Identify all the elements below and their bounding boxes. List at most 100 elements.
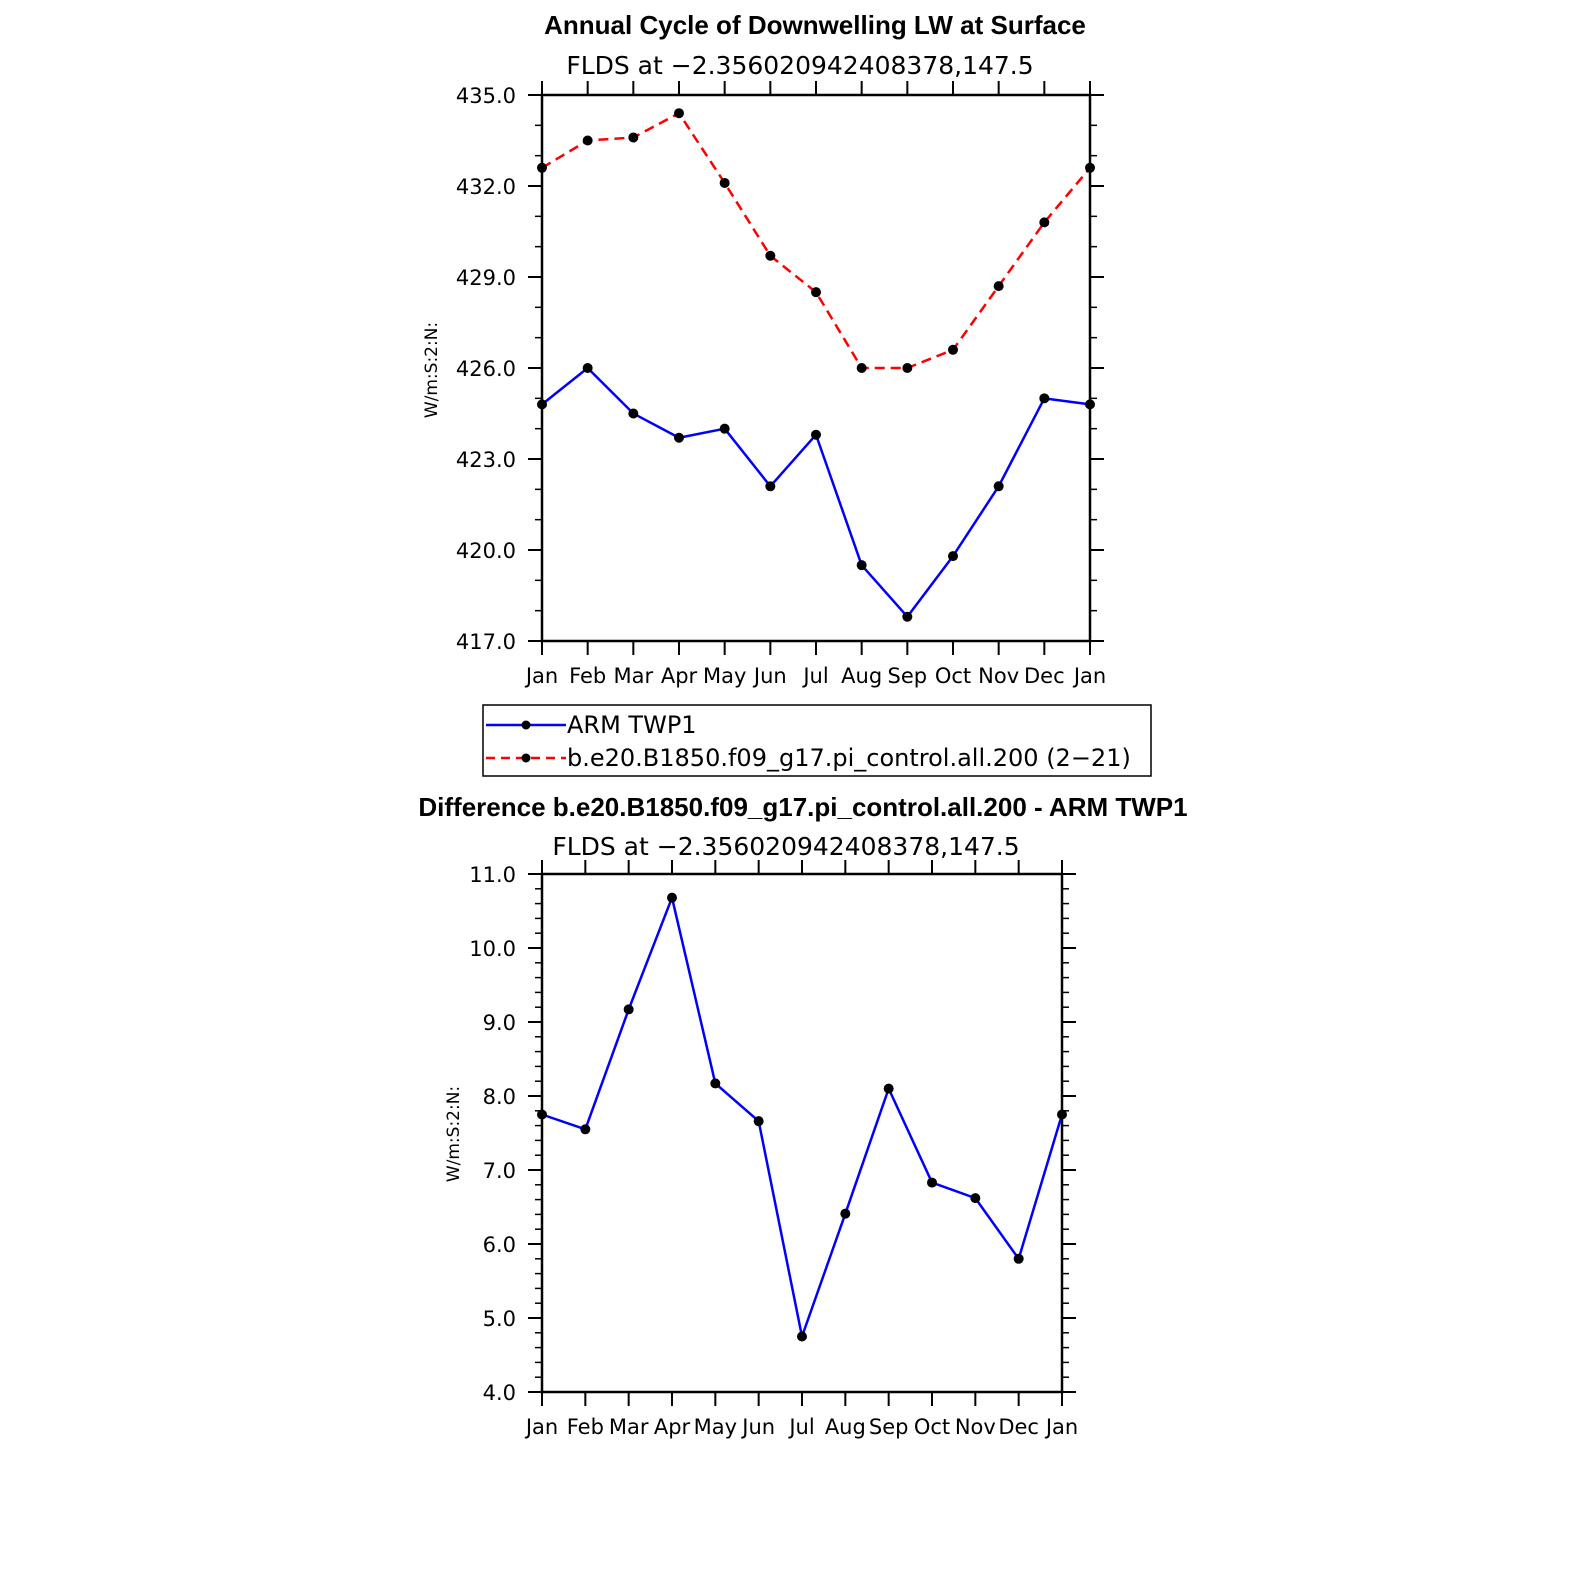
series-line (541, 366, 1091, 618)
x-tick-label: Dec (1024, 664, 1065, 688)
x-tick-label: Feb (567, 1415, 604, 1439)
data-point (840, 1208, 851, 1219)
x-tick-label: Sep (869, 1415, 909, 1439)
x-tick-label: Nov (955, 1415, 996, 1439)
data-point (765, 481, 776, 492)
chart-title: Annual Cycle of Downwelling LW at Surfac… (544, 10, 1086, 40)
y-tick-label: 9.0 (483, 1011, 516, 1035)
x-tick-label: May (694, 1415, 737, 1439)
y-tick-label: 11.0 (469, 863, 516, 887)
y-axis-label: W/m:S:2:N: (444, 1086, 464, 1182)
y-tick-label: 5.0 (483, 1307, 516, 1331)
data-point (623, 1004, 634, 1015)
x-tick-label: Oct (935, 664, 971, 688)
series-line (541, 111, 1091, 370)
data-point (537, 399, 547, 410)
data-point (811, 287, 821, 298)
y-tick-label: 8.0 (483, 1085, 516, 1109)
x-tick-label: Jul (787, 1415, 814, 1439)
x-tick-label: Feb (569, 664, 606, 688)
y-tick-label: 10.0 (469, 937, 516, 961)
data-point (948, 551, 958, 562)
data-point (580, 1124, 591, 1135)
y-tick-label: 4.0 (483, 1381, 516, 1405)
data-point (667, 892, 677, 903)
data-point (902, 611, 913, 622)
y-tick-label: 423.0 (456, 448, 516, 472)
legend: ARM TWP1 b.e20.B1850.f09_g17.pi_control.… (482, 704, 1152, 777)
difference-panel: Difference b.e20.B1850.f09_g17.pi_contro… (418, 792, 1187, 1439)
x-tick-label: Jul (801, 664, 828, 688)
data-point (993, 481, 1004, 492)
y-tick-label: 429.0 (456, 266, 516, 290)
data-point (1085, 399, 1095, 410)
chart-subtitle: FLDS at −2.356020942408378,147.5 (566, 51, 1033, 80)
data-point (902, 363, 913, 373)
x-tick-label: Nov (978, 664, 1019, 688)
x-tick-label: Jan (524, 1415, 558, 1439)
data-point (856, 560, 867, 571)
x-tick-label: Oct (914, 1415, 950, 1439)
data-point (1013, 1253, 1024, 1264)
data-point (1039, 217, 1050, 228)
data-point (719, 423, 730, 434)
data-point (927, 1177, 937, 1188)
plot-frame (540, 93, 1092, 643)
x-tick-label: Apr (654, 1415, 691, 1439)
legend-label-arm: ARM TWP1 (567, 711, 697, 739)
data-point (753, 1116, 764, 1127)
y-tick-label: 426.0 (456, 357, 516, 381)
x-tick-label: May (703, 664, 746, 688)
x-tick-label: Dec (998, 1415, 1039, 1439)
data-point (797, 1331, 807, 1342)
data-point (537, 162, 547, 173)
data-point (1057, 1109, 1067, 1120)
data-point (674, 108, 684, 119)
x-tick-label: Jan (1072, 664, 1106, 688)
data-point (993, 281, 1004, 292)
data-point (811, 429, 821, 440)
series-line (541, 896, 1064, 1338)
data-point (765, 250, 776, 261)
chart-subtitle: FLDS at −2.356020942408378,147.5 (552, 832, 1019, 861)
data-point (948, 344, 958, 355)
y-tick-label: 420.0 (456, 539, 516, 563)
annual-cycle-panel: Annual Cycle of Downwelling LW at Surfac… (422, 10, 1106, 688)
x-tick-label: Jun (752, 664, 787, 688)
legend-box (482, 704, 1152, 777)
data-point (628, 132, 639, 143)
data-point (710, 1078, 721, 1089)
x-tick-label: Mar (609, 1415, 649, 1439)
data-point (628, 408, 639, 419)
legend-marker-model (521, 753, 531, 763)
data-point (719, 177, 730, 188)
y-tick-label: 7.0 (483, 1159, 516, 1183)
y-tick-label: 417.0 (456, 630, 516, 654)
x-tick-label: Aug (841, 664, 882, 688)
data-point (1085, 162, 1095, 173)
data-point (970, 1193, 981, 1204)
plot-frame (540, 872, 1064, 1394)
chart-title: Difference b.e20.B1850.f09_g17.pi_contro… (418, 792, 1187, 822)
x-tick-label: Apr (661, 664, 698, 688)
difference-marks: Jan Feb Mar Apr May Jun Jul Aug Sep Oct Nov Dec Jan4… (469, 860, 1078, 1439)
y-tick-label: 6.0 (483, 1233, 516, 1257)
data-point (856, 363, 867, 373)
data-point (674, 432, 684, 443)
data-point (537, 1109, 547, 1120)
legend-marker-arm (521, 720, 531, 730)
y-tick-label: 432.0 (456, 175, 516, 199)
data-point (1039, 393, 1050, 404)
x-tick-label: Sep (888, 664, 928, 688)
annual-cycle-marks: Jan Feb Mar Apr May Jun Jul Aug Sep Oct Nov Dec Jan 4… (456, 81, 1106, 688)
data-point (582, 363, 593, 373)
data-point (582, 135, 593, 146)
legend-label-model: b.e20.B1850.f09_g17.pi_control.all.200 (… (567, 744, 1131, 772)
x-tick-label: Jan (1044, 1415, 1078, 1439)
x-tick-label: Jan (524, 664, 558, 688)
x-tick-label: Aug (825, 1415, 866, 1439)
x-tick-label: Jun (740, 1415, 775, 1439)
y-tick-label: 435.0 (456, 84, 516, 108)
y-axis-label: W/m:S:2:N: (422, 322, 442, 418)
